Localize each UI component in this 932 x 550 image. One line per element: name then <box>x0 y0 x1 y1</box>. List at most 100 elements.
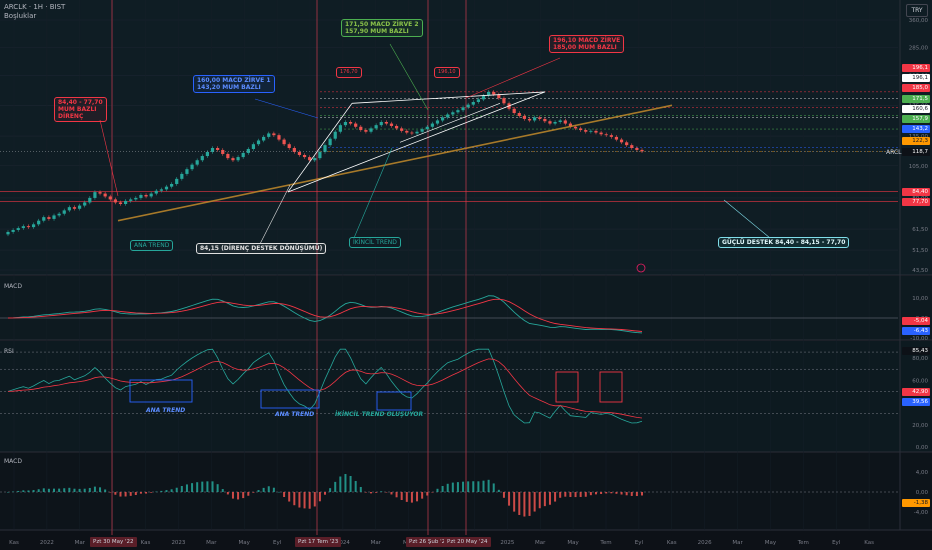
hist-bar <box>139 492 142 494</box>
rsi-highlight-box <box>260 389 320 409</box>
candle-body <box>62 210 66 214</box>
hist-bar <box>615 492 618 494</box>
time-tick-label: Eyl <box>273 540 282 546</box>
candle-body <box>517 113 521 116</box>
trend-drawings <box>99 43 771 273</box>
candle-body <box>440 117 445 121</box>
candle-body <box>384 121 388 124</box>
price-tag: 77,70 <box>902 198 930 206</box>
candle-body <box>282 139 286 145</box>
price-tag: 122,3 <box>902 137 930 145</box>
rsi-line <box>7 348 643 424</box>
macd-peak3-annotation[interactable]: 196,10 MACD ZİRVE 185,00 MUM BAZLI <box>549 35 625 53</box>
price-tag: -6,43 <box>902 327 930 335</box>
candle-body <box>430 123 434 127</box>
candle-body <box>236 157 240 161</box>
resist-line-1: 84,40 - 77,70 <box>58 99 103 106</box>
hist-bar <box>104 489 107 492</box>
resistance-annotation[interactable]: 84,40 - 77,70 MUM BAZLI DİRENÇ <box>54 97 107 122</box>
hist-bar <box>288 492 291 502</box>
candle-body <box>272 133 276 136</box>
hist-bar <box>267 486 270 492</box>
hist-bar <box>344 474 347 492</box>
main-trend-label[interactable]: ANA TREND <box>130 240 174 251</box>
candle-body <box>313 158 317 161</box>
hist-bar <box>635 492 638 497</box>
hist-bar <box>216 484 219 492</box>
candle-body <box>338 125 342 132</box>
support-resistance-label[interactable]: 84,15 (DİRENÇ DESTEK DÖNÜŞÜMÜ) <box>196 243 327 254</box>
candle-body <box>435 120 440 124</box>
candle-body <box>466 104 470 108</box>
hist-bar <box>27 490 30 492</box>
hist-bar <box>196 482 199 492</box>
candle-body <box>185 169 189 174</box>
candle-body <box>37 220 41 225</box>
candle-body <box>579 128 583 131</box>
hist-bar <box>180 486 183 492</box>
candle-body <box>558 120 562 122</box>
currency-button[interactable]: TRY <box>906 4 928 17</box>
peak-label-1[interactable]: 176,70 <box>336 67 362 78</box>
macd-peak2-annotation[interactable]: 171,50 MACD ZİRVE 2 157,90 MUM BAZLI <box>341 19 423 37</box>
hist-bar <box>247 492 250 496</box>
candle-body <box>328 138 332 146</box>
hist-bar <box>242 492 245 499</box>
price-tag: 118,7 <box>902 148 930 156</box>
price-tick-label: 285,00 <box>909 46 929 52</box>
candle-body <box>267 133 271 137</box>
secondary-trend-label[interactable]: İKİNCİL TREND <box>349 237 401 248</box>
resist-line-2: MUM BAZLI <box>58 106 97 113</box>
candle-body <box>543 118 547 122</box>
hist-bar <box>543 492 546 507</box>
time-tick-label: Kas <box>667 540 677 546</box>
hist-bar <box>513 492 516 512</box>
indicator-lines <box>0 295 898 517</box>
price-tag: 85,43 <box>902 347 930 355</box>
rsi-ma-line <box>7 358 643 419</box>
hist-bar <box>472 481 475 492</box>
hist-pane-label: MACD <box>4 458 22 465</box>
hist-bar <box>349 475 352 492</box>
hist-bar <box>482 480 485 492</box>
candle-body <box>573 126 578 129</box>
hist-bar <box>175 487 178 492</box>
candle-body <box>231 158 235 161</box>
hist-bar <box>37 489 40 492</box>
hist-bar <box>518 492 521 515</box>
macd-line <box>7 295 643 334</box>
candle-body <box>502 98 506 104</box>
candle-body <box>364 130 368 132</box>
macd-peak1-annotation[interactable]: 160,00 MACD ZİRVE 1 143,20 MUM BAZLI <box>193 75 275 93</box>
macd-pane-label: MACD <box>4 283 22 290</box>
macd1-line-2: 143,20 MUM BAZLI <box>197 84 261 91</box>
peak-label-2[interactable]: 196,10 <box>434 67 460 78</box>
candle-body <box>563 120 567 124</box>
candle-body <box>497 94 501 99</box>
time-tick-label: 2026 <box>698 540 712 546</box>
candle-body <box>527 118 532 121</box>
candle-body <box>83 202 87 206</box>
rsi-highlight-box <box>129 379 193 403</box>
hist-bar <box>600 492 603 495</box>
candle-body <box>149 193 153 197</box>
price-tag: -1,38 <box>902 499 930 507</box>
candle-body <box>216 148 220 150</box>
hist-bar <box>298 492 301 508</box>
candle-body <box>451 112 455 115</box>
hist-bar <box>329 488 332 492</box>
hist-bar <box>400 492 403 501</box>
candle-body <box>594 130 598 133</box>
price-tag: 39,56 <box>902 398 930 406</box>
ticker-label: ARCLK <box>886 149 906 156</box>
hist-bar <box>226 492 229 495</box>
candle-body <box>308 157 312 161</box>
hist-bar <box>605 492 608 494</box>
date-marker-lines <box>111 0 467 535</box>
candle-body <box>108 196 112 200</box>
strong-support-label[interactable]: GÜÇLÜ DESTEK 84,40 - 84,15 - 77,70 <box>718 237 850 248</box>
hist-bar <box>456 482 459 492</box>
wedge-line-4 <box>399 103 501 143</box>
hist-bar <box>508 492 511 506</box>
hist-bar <box>252 492 255 493</box>
